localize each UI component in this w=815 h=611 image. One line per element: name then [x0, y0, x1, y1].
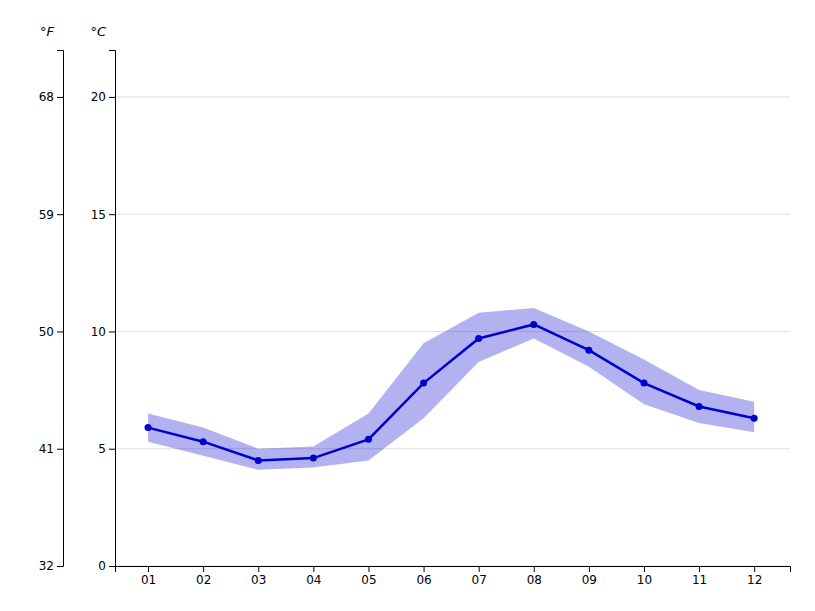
band [148, 308, 754, 470]
tick: 12 [747, 566, 762, 587]
tick: 08 [527, 566, 542, 587]
axis-line [109, 51, 116, 567]
point [200, 438, 207, 445]
tick: 10 [637, 566, 652, 587]
tick-label: 04 [306, 573, 321, 587]
tick: 01 [141, 566, 156, 587]
tick: 06 [416, 566, 431, 587]
tick-label: 32 [39, 559, 54, 573]
tick-label: 10 [637, 573, 652, 587]
point [585, 347, 592, 354]
tick-mark [699, 566, 700, 572]
tick: 04 [306, 566, 321, 587]
axis-line [116, 567, 791, 573]
tick-label: 08 [527, 573, 542, 587]
point [365, 436, 372, 443]
tick: 41 [39, 442, 63, 456]
tick-label: 11 [692, 573, 707, 587]
line [148, 324, 754, 460]
tick-label: 20 [91, 90, 106, 104]
point [640, 380, 647, 387]
chart: 0102030405060708091011120510152032415059… [0, 0, 815, 611]
y-axis-label: °C [90, 24, 107, 39]
point [696, 403, 703, 410]
y2-axis-label: °F [40, 24, 55, 39]
x-axis: 01 02 03 04 05 06 07 08 09 10 11 12 [116, 566, 791, 587]
point [475, 335, 482, 342]
tick-label: 12 [747, 573, 762, 587]
tick-mark [57, 331, 63, 332]
tick-mark [203, 566, 204, 572]
tick-label: 06 [416, 573, 431, 587]
grid-line [115, 214, 790, 215]
tick-label: 07 [472, 573, 487, 587]
tick-mark [644, 566, 645, 572]
tick-mark [57, 97, 63, 98]
tick-label: 01 [141, 573, 156, 587]
tick-mark [109, 331, 115, 332]
point [751, 415, 758, 422]
tick: 11 [692, 566, 707, 587]
tick-label: 68 [39, 90, 54, 104]
tick-label: 0 [98, 559, 106, 573]
tick-label: 02 [196, 573, 211, 587]
tick-label: 41 [39, 442, 54, 456]
point [255, 457, 262, 464]
tick: 59 [39, 208, 63, 222]
tick: 32 [39, 559, 63, 573]
tick-mark [313, 566, 314, 572]
point [310, 455, 317, 462]
grid [115, 97, 790, 566]
tick: 50 [39, 325, 63, 339]
plot-area [145, 308, 758, 470]
tick-label: 03 [251, 573, 266, 587]
tick-mark [109, 214, 115, 215]
tick-mark [57, 566, 63, 567]
tick-mark [479, 566, 480, 572]
tick-mark [109, 449, 115, 450]
tick: 02 [196, 566, 211, 587]
grid-line [115, 96, 790, 97]
tick: 0 [98, 559, 115, 573]
tick-mark [109, 566, 115, 567]
tick-mark [534, 566, 535, 572]
tick: 03 [251, 566, 266, 587]
axis-line [57, 51, 64, 567]
tick-label: 10 [91, 325, 106, 339]
tick: 10 [91, 325, 115, 339]
tick: 05 [361, 566, 376, 587]
tick-label: 59 [39, 208, 54, 222]
tick-label: 05 [361, 573, 376, 587]
tick: 15 [91, 208, 115, 222]
y-axis: 0 5 10 15 20 [91, 51, 116, 574]
tick: 68 [39, 90, 63, 104]
y2-axis: 32 41 50 59 68 [39, 51, 64, 574]
tick: 5 [98, 442, 115, 456]
tick: 07 [472, 566, 487, 587]
tick: 20 [91, 90, 115, 104]
tick-mark [109, 97, 115, 98]
tick-mark [57, 449, 63, 450]
tick-mark [368, 566, 369, 572]
point [145, 424, 152, 431]
tick-label: 5 [98, 442, 106, 456]
point [420, 380, 427, 387]
tick-label: 09 [582, 573, 597, 587]
tick: 09 [582, 566, 597, 587]
tick-label: 50 [39, 325, 54, 339]
tick-mark [424, 566, 425, 572]
tick-mark [258, 566, 259, 572]
tick-mark [589, 566, 590, 572]
tick-mark [754, 566, 755, 572]
tick-mark [57, 214, 63, 215]
tick-mark [148, 566, 149, 572]
point [530, 321, 537, 328]
tick-label: 15 [91, 208, 106, 222]
